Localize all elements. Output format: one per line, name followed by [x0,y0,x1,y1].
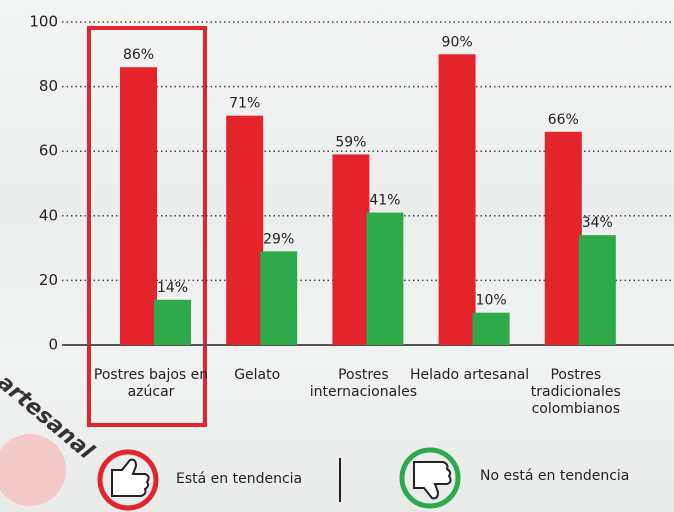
value-label: 86% [123,47,154,63]
bar [578,235,616,345]
value-label: 10% [476,293,507,309]
value-label: 14% [157,280,188,296]
x-tick-label: Gelato [234,367,281,383]
highlight-box [87,26,207,427]
legend-icon-red [97,449,159,511]
x-tick-label: Postres bajos en azúcar [93,367,209,400]
value-label: 90% [442,34,473,50]
value-label: 34% [582,215,613,231]
legend-label: No está en tendencia [480,468,630,484]
bar [366,212,404,345]
x-tick-label: Postres tradicionales colombianos [530,367,621,417]
x-tick-label: Postres internacionales [309,367,417,400]
y-tick-label: 20 [39,271,58,289]
value-label: 41% [369,193,400,209]
bar [154,299,191,345]
bar [472,312,510,345]
bar [260,251,298,345]
y-tick-label: 60 [39,142,58,160]
bar [226,115,264,345]
y-tick-label: 100 [29,13,58,31]
legend-icon-green [399,447,461,509]
value-label: 29% [263,231,294,247]
y-tick-label: 40 [39,206,58,224]
legend-label: Está en tendencia [176,471,303,487]
value-label: 66% [548,112,579,128]
value-label: 71% [229,96,260,112]
bar [120,67,157,345]
y-tick-label: 80 [39,77,58,95]
value-label: 59% [335,134,366,150]
bar [332,154,370,345]
y-tick-label: 0 [48,336,58,354]
decor-ice-cream [0,434,66,506]
x-tick-label: Helado artesanal [410,367,530,383]
bar [438,54,476,346]
bar [544,131,582,345]
